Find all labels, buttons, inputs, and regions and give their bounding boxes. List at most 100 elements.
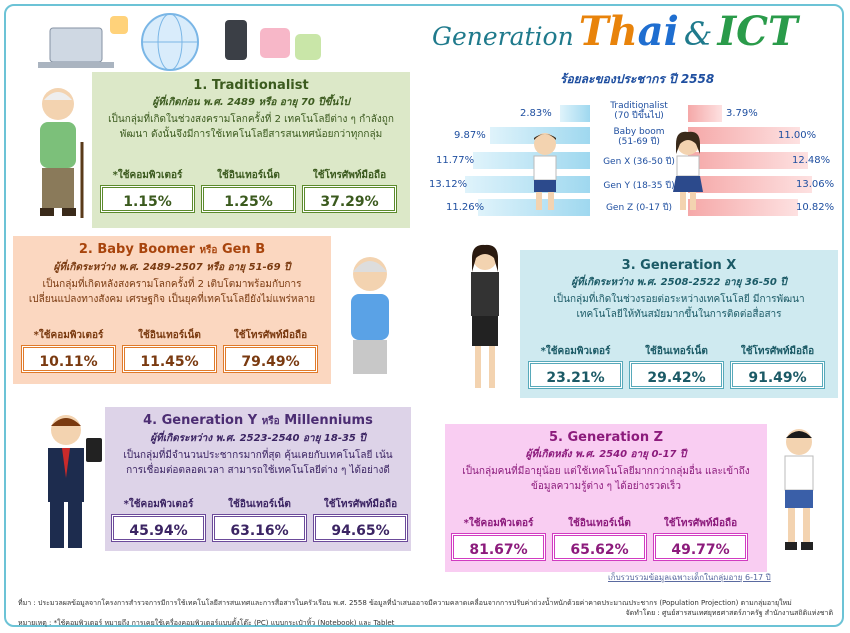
card5-mobile-label: ใช้โทรศัพท์มือถือ: [663, 518, 738, 529]
credit-line: จัดทำโดย : ศูนย์สารสนเทศยุทธศาสตร์ภาครัฐ…: [625, 609, 833, 617]
businesswoman-figure: [471, 244, 499, 388]
card5-internet-value: 65.62%: [552, 533, 647, 561]
pct-right-geny: 13.06%: [796, 179, 835, 190]
title-amp: &: [683, 15, 713, 53]
card3-title: Generation X: [640, 258, 737, 273]
title-thai-b: ai: [637, 8, 679, 55]
pct-left-babyboom: 9.87%: [454, 130, 486, 141]
pct-left-geny: 13.12%: [429, 179, 468, 190]
label-traditionalist: Traditionalist (70 ปีขึ้นไป): [610, 101, 668, 121]
card1-internet-label: ใช้อินเทอร์เน็ต: [217, 170, 280, 181]
card5-stats: *ใช้คอมพิวเตอร์ 81.67% ใช้อินเทอร์เน็ต 65.…: [451, 516, 748, 561]
card1-computer-value: 1.15%: [100, 185, 195, 213]
card-generation-y: 4. Generation Y หรือ Millenniums ผู้ที่เ…: [105, 407, 411, 551]
card1-desc: เป็นกลุ่มที่เกิดในช่วงสงครามโลกครั้งที่ …: [108, 114, 394, 140]
card4-stats: *ใช้คอมพิวเตอร์ 45.94% ใช้อินเทอร์เน็ต 63.…: [111, 497, 408, 542]
boy-figure: [533, 133, 557, 210]
bar-left-genz: [478, 199, 590, 216]
card1-range: ผู้ที่เกิดก่อน พ.ศ. 2489 หรือ อายุ 70 ปี…: [152, 97, 350, 108]
card2-internet-value: 11.45%: [122, 345, 217, 373]
card4-internet-value: 63.16%: [212, 514, 307, 542]
note-line: หมายเหตุ : *ใช้คอมพิวเตอร์ หมายถึง การเค…: [18, 619, 395, 627]
card2-stats: *ใช้คอมพิวเตอร์ 10.11% ใช้อินเทอร์เน็ต 11.…: [21, 328, 318, 373]
laptop-icon: [49, 27, 103, 63]
elderly-woman-figure: [351, 257, 389, 374]
card3-computer-value: 23.21%: [528, 361, 623, 389]
card3-desc: เป็นกลุ่มที่เกิดในช่วงรอยต่อระหว่างเทคโน…: [553, 294, 805, 320]
card3-range: ผู้ที่เกิดระหว่าง พ.ศ. 2508-2522 อายุ 36…: [571, 277, 787, 288]
bar-right-babyboom: [688, 127, 800, 144]
card5-mobile-value: 49.77%: [653, 533, 748, 561]
pct-right-babyboom: 11.00%: [778, 130, 817, 141]
source-notes: ที่มา : ประมวลผลข้อมูลจากโครงการสำรวจการ…: [18, 598, 833, 628]
page-frame: [4, 4, 844, 627]
elderly-man-figure: [40, 88, 84, 218]
title-ict: ICT: [717, 8, 798, 55]
label-geny: Gen Y (18-35 ปี): [603, 181, 675, 191]
footnote: เก็บรวบรวมข้อมูลเฉพาะเด็กในกลุ่มอายุ 6-1…: [608, 573, 771, 582]
bar-left-geny: [465, 176, 590, 193]
pct-right-traditionalist: 3.79%: [726, 108, 758, 119]
card3-internet-value: 29.42%: [629, 361, 724, 389]
tech-icons-illustration: [38, 13, 321, 71]
girl-figure: [673, 131, 703, 210]
card5-internet-label: ใช้อินเทอร์เน็ต: [568, 518, 631, 529]
title-thai-a: Th: [578, 8, 638, 55]
card-generation-z: 5. Generation Z ผู้ที่เกิดหลัง พ.ศ. 2540…: [445, 424, 767, 572]
card3-computer-label: *ใช้คอมพิวเตอร์: [540, 346, 611, 357]
pct-left-traditionalist: 2.83%: [520, 108, 552, 119]
card4-title: Generation Y: [161, 413, 258, 428]
card2-range: ผู้ที่เกิดระหว่าง พ.ศ. 2489-2507 หรือ อา…: [53, 262, 291, 273]
card-generation-x: 3. Generation X ผู้ที่เกิดระหว่าง พ.ศ. 2…: [520, 250, 838, 398]
card5-title: Generation Z: [567, 430, 664, 445]
card1-internet-value: 1.25%: [201, 185, 296, 213]
card5-computer-label: *ใช้คอมพิวเตอร์: [463, 518, 534, 529]
student-boy-figure: [784, 429, 814, 550]
card3-mobile-value: 91.49%: [730, 361, 825, 389]
card1-computer-label: *ใช้คอมพิวเตอร์: [112, 170, 183, 181]
phone-icon: [225, 20, 247, 60]
card2-mobile-value: 79.49%: [223, 345, 318, 373]
card2-mobile-label: ใช้โทรศัพท์มือถือ: [233, 330, 308, 341]
card-babyboomer: 2. Baby Boomer หรือ Gen B ผู้ที่เกิดระหว…: [13, 236, 331, 384]
bar-right-genz: [688, 199, 798, 216]
label-babyboom: Baby boom (51-69 ปี): [613, 127, 665, 147]
card4-desc: เป็นกลุ่มที่มีจำนวนประชากรมากที่สุด คุ้น…: [123, 450, 393, 476]
card5-desc: เป็นกลุ่มคนที่มีอายุน้อย แต่ใช้เทคโนโลยี…: [462, 466, 750, 492]
bar-right-geny: [688, 176, 812, 193]
card3-internet-label: ใช้อินเทอร์เน็ต: [645, 346, 708, 357]
card2-desc: เป็นกลุ่มที่เกิดหลังสงครามโลกครั้งที่ 2 …: [28, 279, 316, 305]
bar-right-genx: [688, 152, 808, 169]
card2-computer-value: 10.11%: [21, 345, 116, 373]
card3-mobile-label: ใช้โทรศัพท์มือถือ: [740, 346, 815, 357]
card4-internet-label: ใช้อินเทอร์เน็ต: [228, 499, 291, 510]
population-subtitle: ร้อยละของประชากร ปี 2558: [560, 72, 715, 86]
card5-range: ผู้ที่เกิดหลัง พ.ศ. 2540 อายุ 0-17 ปี: [525, 449, 687, 460]
card2-internet-label: ใช้อินเทอร์เน็ต: [138, 330, 201, 341]
card1-mobile-label: ใช้โทรศัพท์มือถือ: [312, 170, 387, 181]
businessman-figure: [48, 415, 102, 548]
card4-computer-label: *ใช้คอมพิวเตอร์: [123, 499, 194, 510]
card4-mobile-label: ใช้โทรศัพท์มือถือ: [323, 499, 398, 510]
card4-computer-value: 45.94%: [111, 514, 206, 542]
card1-title: Traditionalist: [211, 78, 309, 93]
card5-computer-value: 81.67%: [451, 533, 546, 561]
card2-title: Baby Boomer: [97, 242, 195, 257]
bar-left-traditionalist: [560, 105, 590, 122]
card1-mobile-value: 37.29%: [302, 185, 397, 213]
bar-left-genx: [473, 152, 590, 169]
bar-right-traditionalist: [688, 105, 722, 122]
card4-range: ผู้ที่เกิดระหว่าง พ.ศ. 2523-2540 อายุ 18…: [150, 433, 366, 444]
label-genz: Gen Z (0-17 ปี): [605, 203, 673, 213]
pct-right-genz: 10.82%: [796, 202, 835, 213]
card-traditionalist: 1. Traditionalist ผู้ที่เกิดก่อน พ.ศ. 24…: [92, 72, 410, 228]
page-title: Generation Thai & ICT: [432, 8, 798, 58]
card1-stats: *ใช้คอมพิวเตอร์ 1.15% ใช้อินเทอร์เน็ต 1.25…: [100, 168, 397, 213]
title-generation: Generation: [432, 22, 574, 51]
card4-mobile-value: 94.65%: [313, 514, 408, 542]
card2-computer-label: *ใช้คอมพิวเตอร์: [33, 330, 104, 341]
pct-right-genx: 12.48%: [792, 155, 831, 166]
pct-left-genz: 11.26%: [446, 202, 485, 213]
label-genx: Gen X (36-50 ปี): [603, 157, 675, 167]
card3-stats: *ใช้คอมพิวเตอร์ 23.21% ใช้อินเทอร์เน็ต 29.…: [528, 344, 825, 389]
